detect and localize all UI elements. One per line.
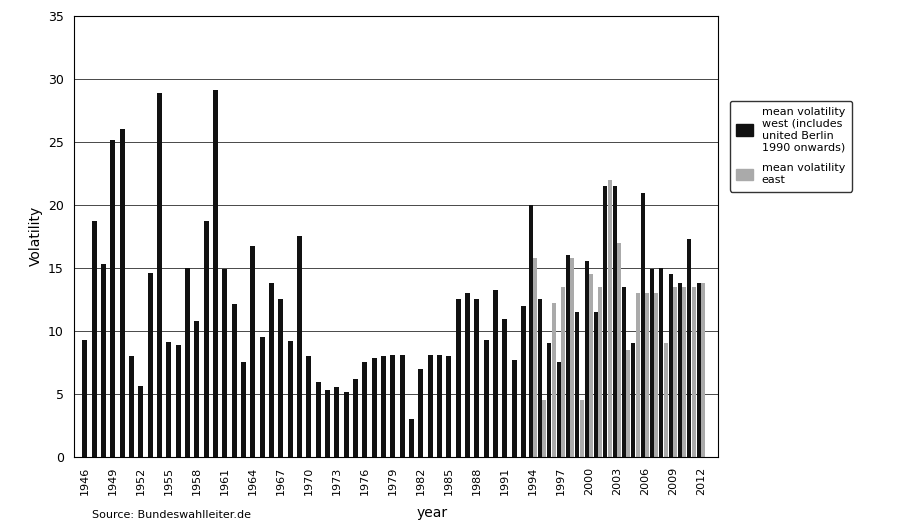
Y-axis label: Volatility: Volatility <box>28 206 42 266</box>
Bar <box>334 387 339 457</box>
Bar <box>603 186 607 457</box>
Bar <box>166 342 171 457</box>
Bar <box>612 186 616 457</box>
Bar <box>574 312 579 457</box>
Bar <box>700 283 704 457</box>
Bar <box>437 355 441 457</box>
Bar <box>677 283 681 457</box>
Bar <box>288 341 292 457</box>
Bar <box>157 92 162 457</box>
Bar <box>528 205 532 457</box>
Bar <box>686 239 690 457</box>
Bar <box>607 180 611 457</box>
Bar <box>176 344 180 457</box>
Bar <box>621 287 625 457</box>
Bar <box>588 274 592 457</box>
Bar <box>259 337 265 457</box>
Bar <box>594 312 597 457</box>
Bar <box>617 243 620 457</box>
Bar <box>101 264 106 457</box>
Bar <box>418 369 423 457</box>
Bar <box>399 355 404 457</box>
Bar <box>455 299 460 457</box>
Bar <box>640 193 644 457</box>
Bar <box>659 268 663 457</box>
Bar <box>343 393 348 457</box>
Bar <box>110 141 115 457</box>
Bar <box>464 293 470 457</box>
Bar <box>473 299 479 457</box>
Bar <box>92 221 96 457</box>
Bar <box>408 419 414 457</box>
Bar <box>673 287 676 457</box>
Bar <box>584 261 588 457</box>
Bar <box>362 362 367 457</box>
Bar <box>138 386 143 457</box>
Bar <box>185 268 190 457</box>
Bar <box>597 287 602 457</box>
Bar <box>278 299 283 457</box>
Bar <box>119 129 125 457</box>
Bar <box>579 400 583 457</box>
Bar <box>541 400 546 457</box>
Text: Source: Bundeswahlleiter.de: Source: Bundeswahlleiter.de <box>92 510 251 520</box>
Bar <box>483 340 488 457</box>
Bar <box>668 274 672 457</box>
Bar <box>626 350 630 457</box>
Bar <box>371 359 376 457</box>
Bar <box>644 293 648 457</box>
Bar <box>696 283 700 457</box>
Bar <box>147 273 153 457</box>
Bar <box>556 362 560 457</box>
Bar <box>82 340 87 457</box>
Bar <box>390 355 395 457</box>
Bar <box>520 306 526 457</box>
Bar <box>380 356 386 457</box>
Bar <box>241 362 245 457</box>
Bar <box>306 356 311 457</box>
Text: year: year <box>416 506 448 520</box>
Bar <box>511 360 516 457</box>
Bar <box>194 321 199 457</box>
Bar <box>635 293 639 457</box>
Bar <box>232 304 236 457</box>
Bar <box>446 356 451 457</box>
Bar <box>324 390 330 457</box>
Bar <box>502 319 506 457</box>
Bar <box>551 303 555 457</box>
Bar <box>222 269 227 457</box>
Bar <box>250 246 255 457</box>
Bar <box>691 287 695 457</box>
Bar <box>532 258 537 457</box>
Bar <box>427 355 432 457</box>
Bar <box>565 255 570 457</box>
Bar <box>630 343 635 457</box>
Bar <box>650 269 653 457</box>
Bar <box>663 343 667 457</box>
Bar <box>493 290 497 457</box>
Bar <box>315 382 321 457</box>
Bar <box>268 283 274 457</box>
Bar <box>561 287 564 457</box>
Bar <box>212 90 218 457</box>
Bar <box>203 221 209 457</box>
Bar <box>353 379 357 457</box>
Bar <box>538 299 541 457</box>
Legend: mean volatility
west (includes
united Berlin
1990 onwards), mean volatility
east: mean volatility west (includes united Be… <box>729 101 851 192</box>
Bar <box>653 293 657 457</box>
Bar <box>547 343 550 457</box>
Bar <box>570 258 573 457</box>
Bar <box>129 356 134 457</box>
Bar <box>297 236 301 457</box>
Bar <box>682 287 686 457</box>
